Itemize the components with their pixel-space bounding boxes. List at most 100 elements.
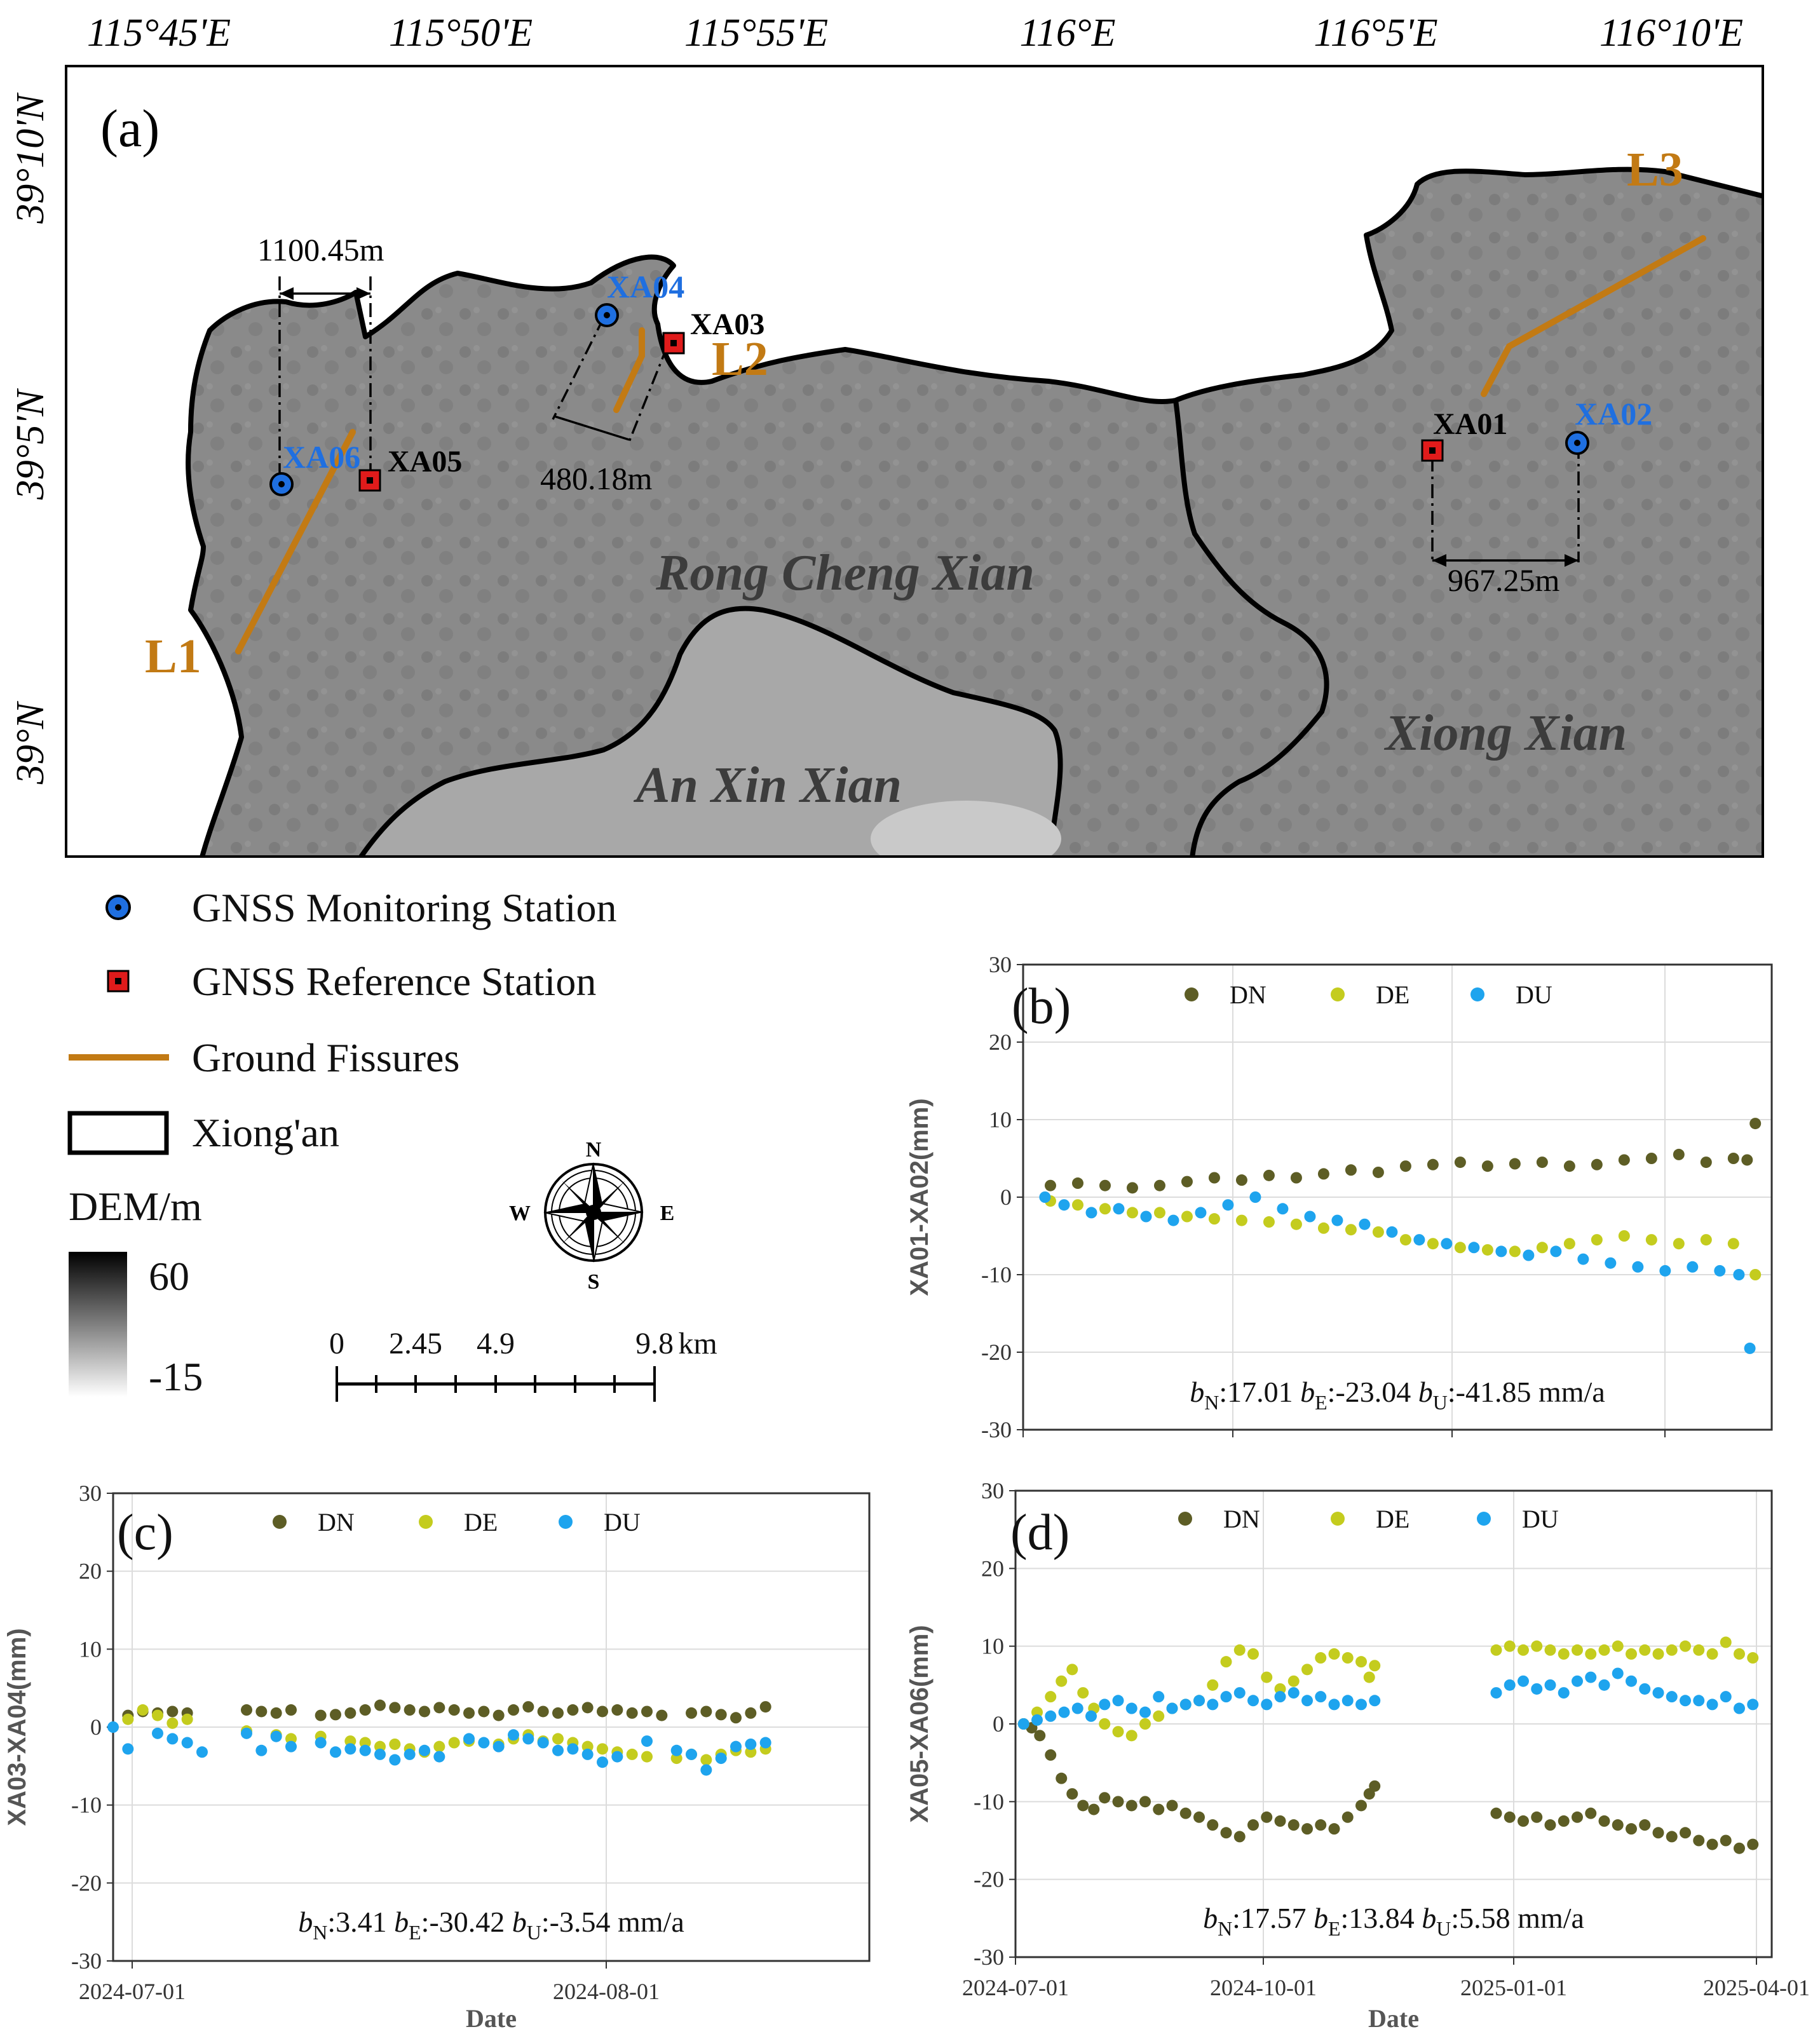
rate-part: :-30.42 bbox=[421, 1906, 505, 1938]
data-point-du bbox=[1341, 1695, 1354, 1707]
data-point-du bbox=[1544, 1679, 1556, 1691]
panel-label: (c) bbox=[117, 1505, 173, 1561]
data-point-de bbox=[1235, 1214, 1247, 1226]
data-point-du bbox=[1714, 1265, 1726, 1277]
data-point-de bbox=[1518, 1644, 1529, 1656]
data-point-du bbox=[433, 1751, 445, 1763]
panel-label: (d) bbox=[1010, 1505, 1070, 1561]
y-axis-label: XA05-XA06(mm) bbox=[906, 1625, 934, 1822]
data-point-dn bbox=[1427, 1158, 1439, 1170]
rate-part: mm/a bbox=[611, 1906, 684, 1938]
data-point-du bbox=[1328, 1699, 1340, 1711]
data-point-dn bbox=[1509, 1158, 1521, 1170]
legend-marker bbox=[1470, 987, 1484, 1001]
data-point-dn bbox=[1044, 1179, 1056, 1191]
rate-part: mm/a bbox=[1531, 1376, 1605, 1408]
data-point-du bbox=[537, 1737, 549, 1749]
data-point-de bbox=[552, 1733, 564, 1745]
rate-part: :3.41 bbox=[327, 1906, 386, 1938]
data-point-dn bbox=[1355, 1800, 1367, 1812]
data-point-dn bbox=[1066, 1788, 1078, 1800]
data-point-dn bbox=[1045, 1749, 1057, 1761]
data-point-de bbox=[1363, 1671, 1375, 1683]
dem-colorbar bbox=[69, 1252, 127, 1397]
x-tick-label: 2024-08-01 bbox=[553, 1979, 660, 2004]
data-point-dn bbox=[1618, 1154, 1630, 1166]
rate-part: E bbox=[1328, 1917, 1341, 1940]
legend-monitoring-icon-dot bbox=[115, 904, 121, 911]
data-point-du bbox=[463, 1733, 475, 1745]
legend-reference-icon-dot bbox=[115, 978, 121, 984]
rate-part: b bbox=[298, 1906, 313, 1938]
y-tick-label: -30 bbox=[974, 1944, 1004, 1970]
y-tick-label: -10 bbox=[974, 1789, 1004, 1814]
data-point-du bbox=[1085, 1207, 1097, 1219]
lon-label: 116°E bbox=[1019, 11, 1115, 55]
rate-part: b bbox=[1293, 1376, 1315, 1408]
data-point-du bbox=[1413, 1234, 1425, 1246]
data-point-de bbox=[1720, 1636, 1732, 1648]
legend-label: DU bbox=[1516, 980, 1552, 1009]
y-tick-label: -30 bbox=[981, 1417, 1012, 1442]
y-tick-label: 30 bbox=[989, 952, 1012, 977]
data-point-dn bbox=[715, 1709, 727, 1721]
data-point-du bbox=[581, 1748, 594, 1760]
data-point-de bbox=[1558, 1648, 1570, 1660]
rate-part: U bbox=[1436, 1917, 1451, 1940]
data-point-du bbox=[1315, 1691, 1327, 1703]
data-point-dn bbox=[1531, 1811, 1543, 1823]
data-point-de bbox=[1612, 1640, 1624, 1652]
x-tick-label: 2025-01-01 bbox=[1460, 1975, 1567, 2000]
data-point-de bbox=[1531, 1640, 1543, 1652]
rate-part: E bbox=[409, 1921, 421, 1944]
data-point-de bbox=[1673, 1238, 1685, 1250]
data-point-de bbox=[1263, 1216, 1275, 1228]
data-point-de bbox=[1372, 1226, 1384, 1238]
data-point-du bbox=[1099, 1699, 1111, 1711]
rate-annotation: bN:17.57 bE:13.84 bU:5.58 mm/a bbox=[1203, 1902, 1584, 1940]
data-point-du bbox=[1605, 1257, 1617, 1269]
fissure-l1 bbox=[235, 429, 356, 654]
data-point-dn bbox=[1315, 1819, 1327, 1831]
legend-marker bbox=[1178, 1512, 1192, 1526]
data-point-dn bbox=[1125, 1800, 1138, 1812]
x-tick-label: 2025-04-01 bbox=[1703, 1975, 1810, 2000]
data-point-du bbox=[745, 1738, 757, 1750]
data-point-de bbox=[181, 1713, 193, 1725]
data-point-de bbox=[1585, 1648, 1597, 1660]
data-point-de bbox=[1563, 1238, 1575, 1250]
y-tick-label: 10 bbox=[989, 1107, 1012, 1132]
data-point-dn bbox=[1077, 1800, 1089, 1812]
data-point-du bbox=[1153, 1691, 1165, 1703]
data-point-de bbox=[1153, 1710, 1165, 1722]
y-tick-label: -20 bbox=[974, 1867, 1004, 1892]
data-point-dn bbox=[1056, 1772, 1068, 1784]
data-point-du bbox=[1706, 1699, 1718, 1711]
data-point-dn bbox=[1490, 1807, 1502, 1819]
data-point-de bbox=[1328, 1648, 1340, 1660]
data-point-du bbox=[1274, 1691, 1286, 1703]
data-point-du bbox=[567, 1743, 579, 1755]
data-point-du bbox=[1531, 1683, 1543, 1695]
data-point-dn bbox=[1207, 1819, 1219, 1831]
data-point-de bbox=[1077, 1687, 1089, 1699]
rate-part: :-41.85 bbox=[1448, 1376, 1531, 1408]
reference-station-marker[interactable] bbox=[1421, 439, 1444, 462]
data-point-dn bbox=[1099, 1179, 1111, 1191]
rate-part: :17.01 bbox=[1219, 1376, 1293, 1408]
data-point-du bbox=[1304, 1210, 1316, 1223]
data-point-de bbox=[1290, 1218, 1302, 1230]
data-point-de bbox=[1693, 1644, 1705, 1656]
data-point-du bbox=[1639, 1683, 1651, 1695]
lon-label: 116°5'E bbox=[1314, 11, 1437, 55]
data-point-de bbox=[1652, 1648, 1664, 1660]
baiyangdian-lake bbox=[871, 801, 1061, 857]
data-point-dn bbox=[1274, 1815, 1286, 1827]
xiongan-region bbox=[186, 166, 1763, 857]
data-point-de bbox=[1345, 1224, 1357, 1236]
legend-label: DE bbox=[1376, 1505, 1409, 1533]
x-axis-label: Date bbox=[466, 2004, 517, 2033]
data-point-dn bbox=[1372, 1166, 1384, 1178]
